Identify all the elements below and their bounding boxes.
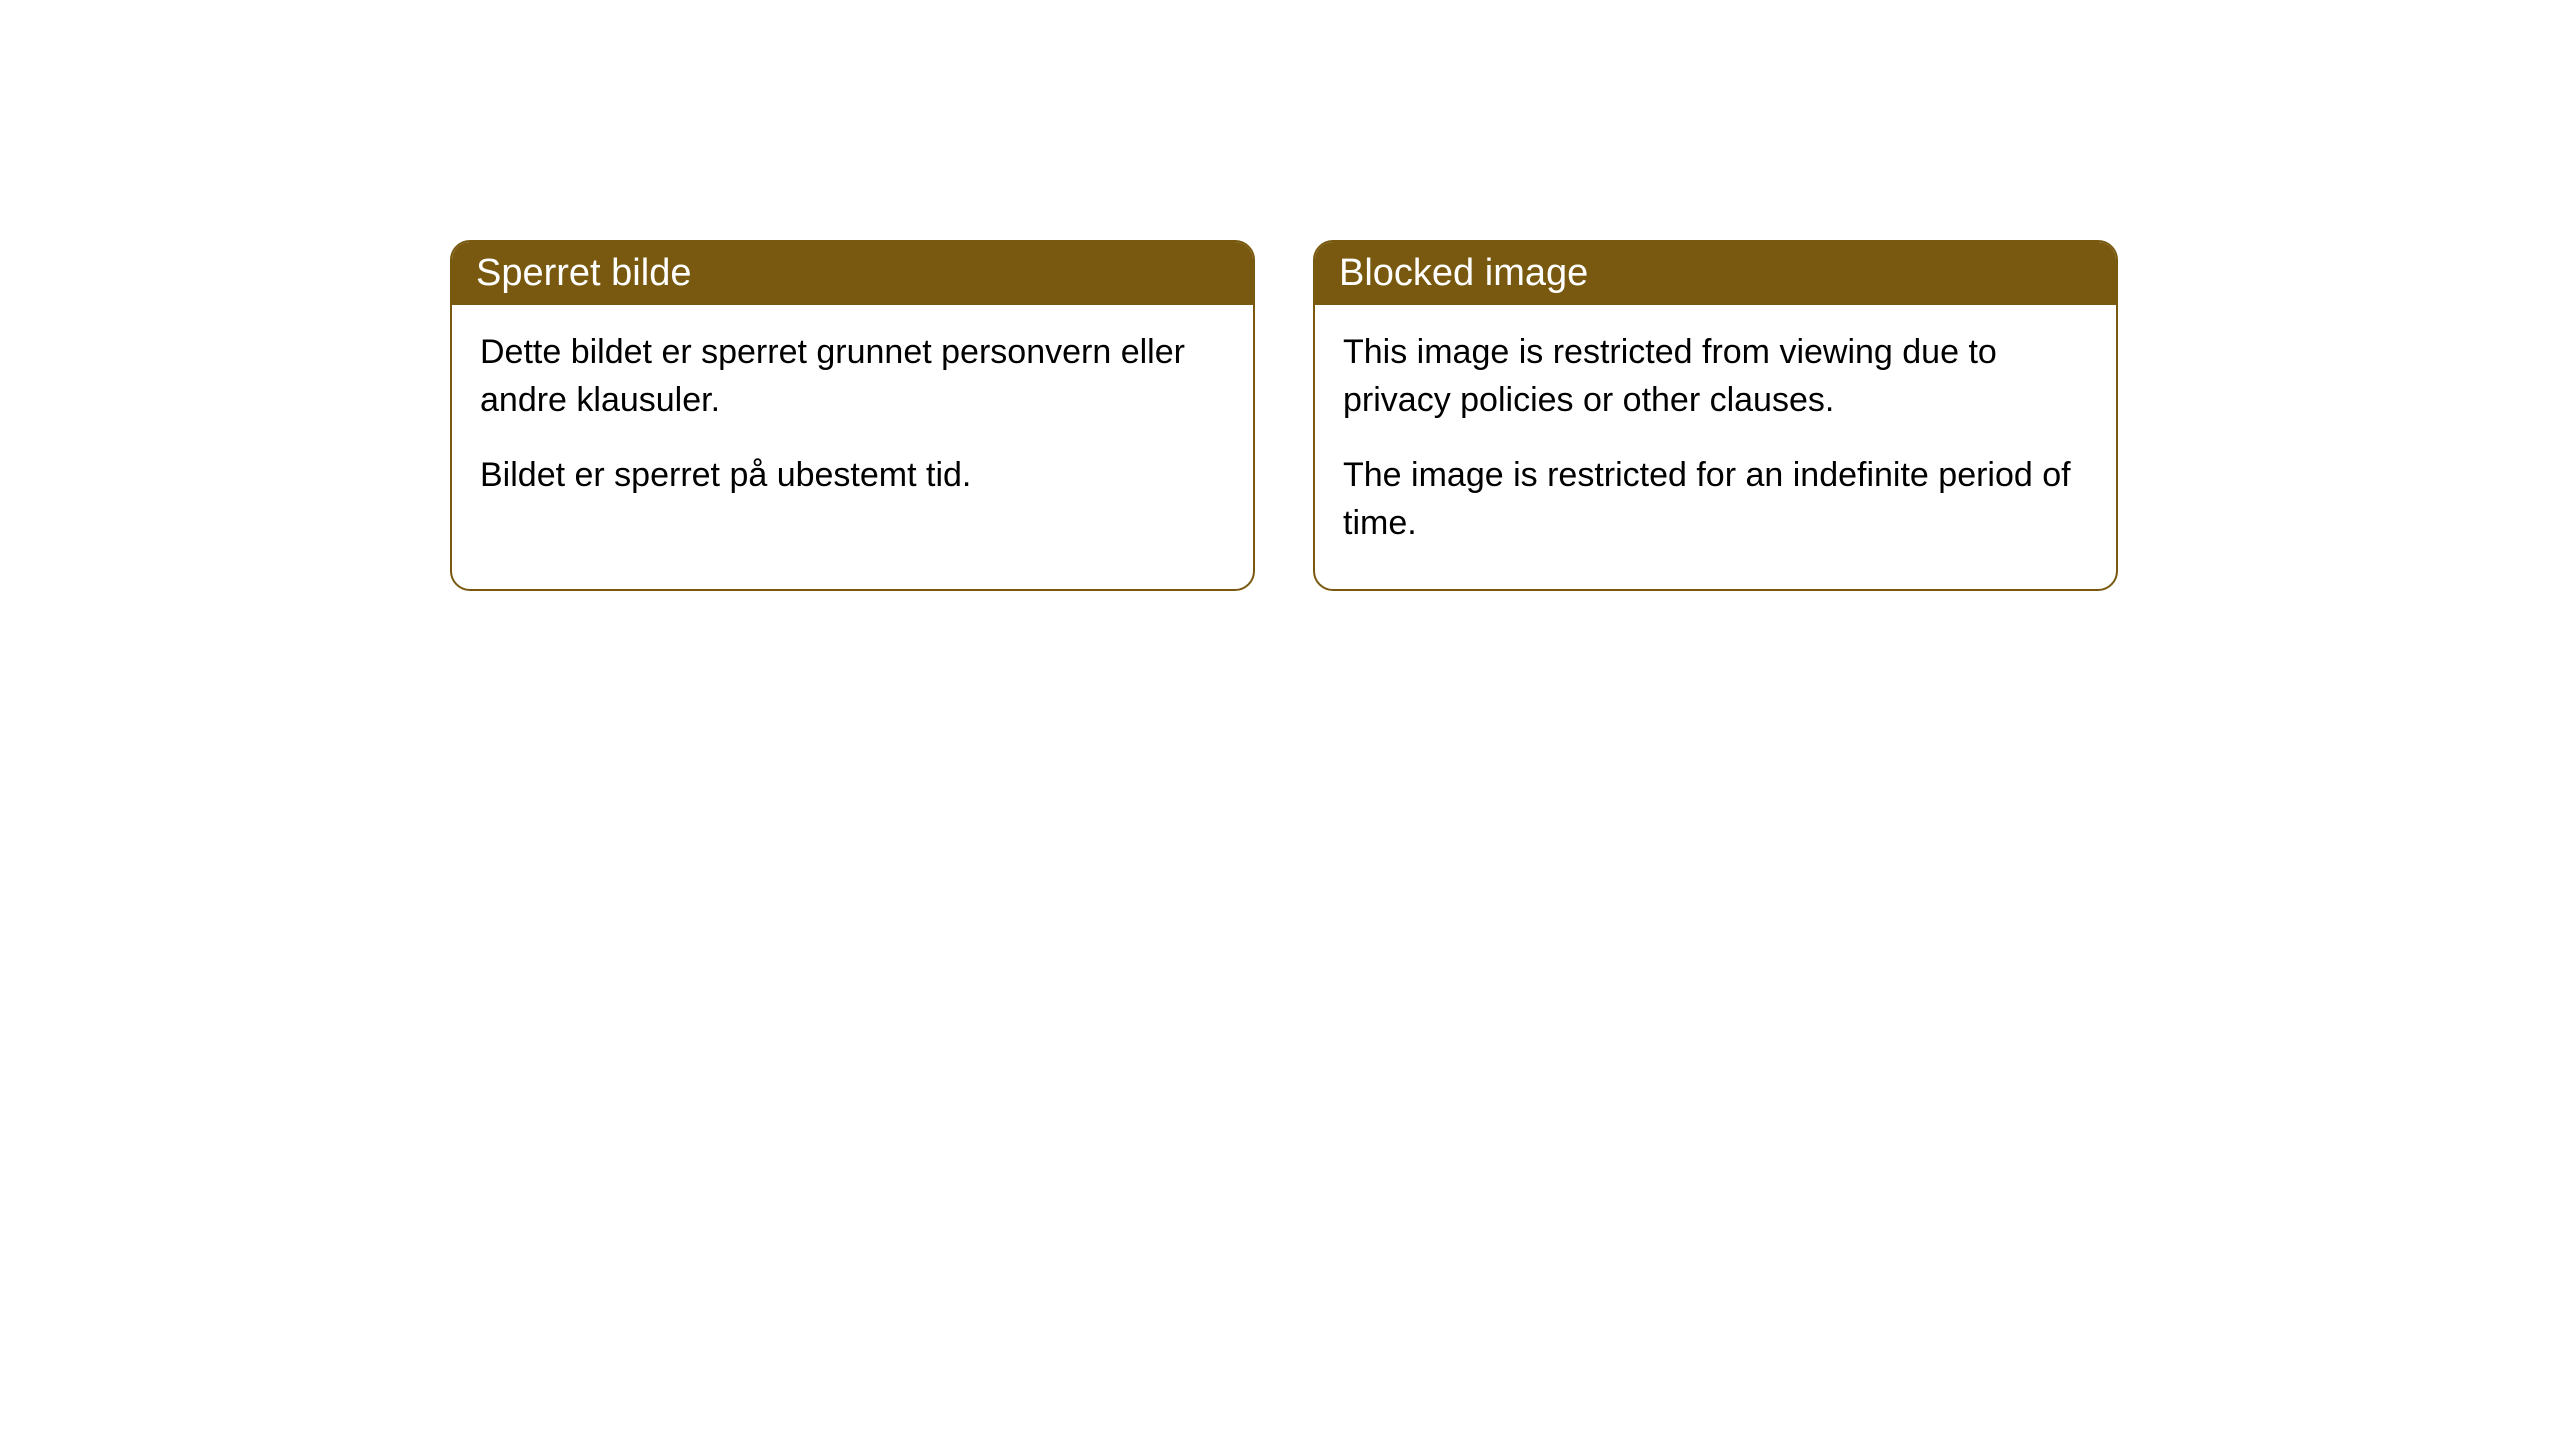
card-paragraph-english-2: The image is restricted for an indefinit… — [1343, 452, 2088, 547]
blocked-image-card-english: Blocked image This image is restricted f… — [1313, 240, 2118, 591]
card-title-english: Blocked image — [1339, 252, 1588, 294]
card-header-english: Blocked image — [1315, 242, 2116, 305]
notice-cards-container: Sperret bilde Dette bildet er sperret gr… — [450, 240, 2560, 591]
card-body-norwegian: Dette bildet er sperret grunnet personve… — [452, 305, 1253, 542]
card-header-norwegian: Sperret bilde — [452, 242, 1253, 305]
blocked-image-card-norwegian: Sperret bilde Dette bildet er sperret gr… — [450, 240, 1255, 591]
card-paragraph-norwegian-1: Dette bildet er sperret grunnet personve… — [480, 329, 1225, 424]
card-paragraph-english-1: This image is restricted from viewing du… — [1343, 329, 2088, 424]
card-paragraph-norwegian-2: Bildet er sperret på ubestemt tid. — [480, 452, 1225, 500]
card-title-norwegian: Sperret bilde — [476, 252, 691, 294]
card-body-english: This image is restricted from viewing du… — [1315, 305, 2116, 589]
